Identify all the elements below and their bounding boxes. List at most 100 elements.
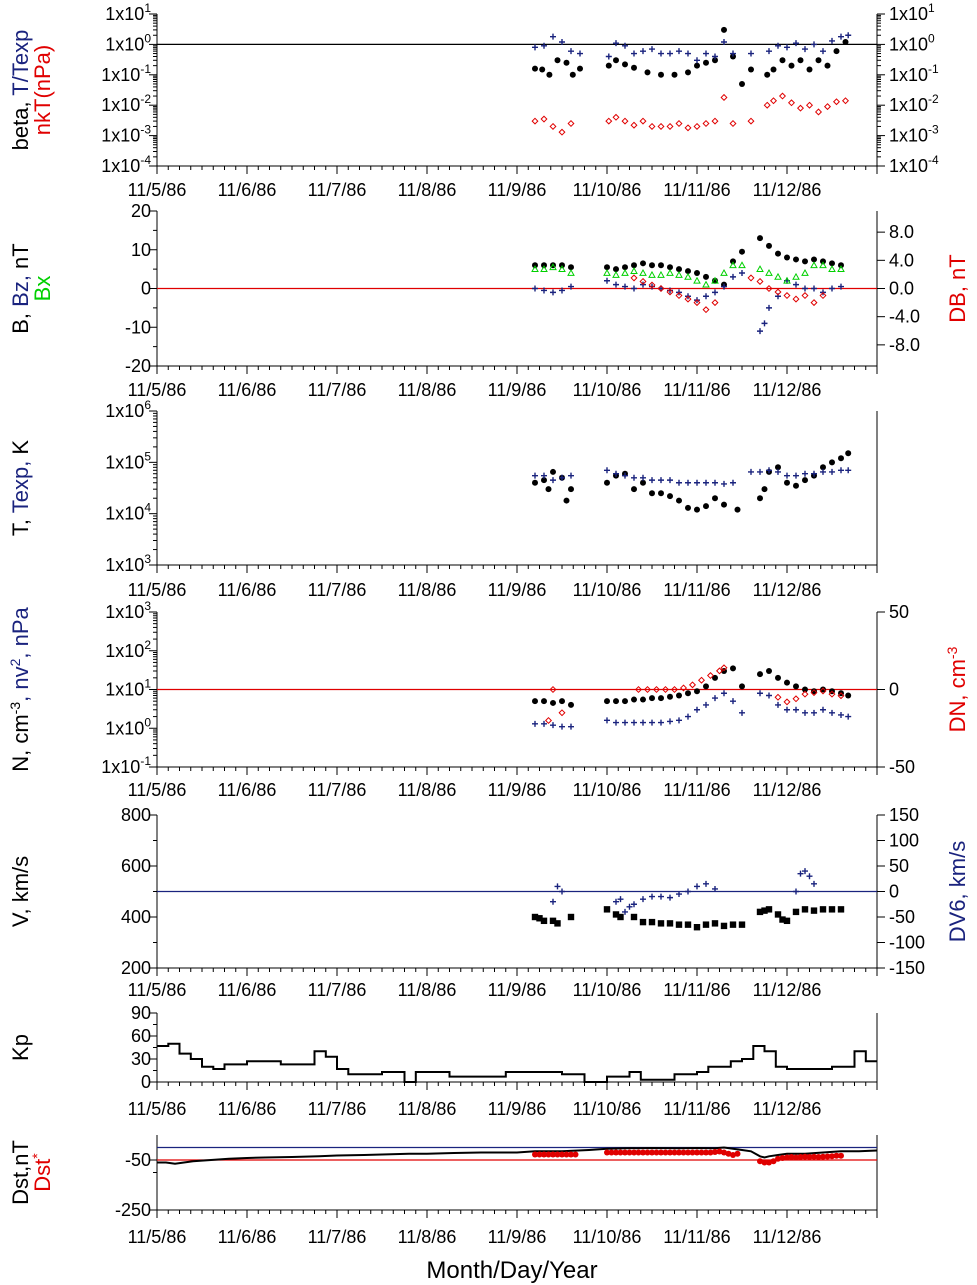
data-point	[784, 679, 790, 686]
data-point	[622, 264, 628, 271]
data-point	[819, 292, 827, 300]
data-point	[712, 53, 718, 60]
data-point	[797, 1154, 804, 1160]
data-point	[554, 920, 561, 927]
data-point	[572, 1151, 579, 1158]
series-red	[630, 274, 827, 314]
y2-tick-label: -50	[889, 757, 915, 777]
data-point	[828, 906, 836, 913]
data-point	[563, 1151, 570, 1158]
data-point	[712, 57, 718, 64]
data-point	[540, 917, 548, 925]
data-point	[554, 57, 561, 64]
data-point	[568, 283, 574, 290]
data-point	[725, 1150, 732, 1157]
data-point	[703, 701, 709, 708]
data-point	[559, 287, 565, 294]
data-point	[541, 698, 547, 705]
data-point	[833, 48, 840, 55]
data-point	[802, 709, 808, 716]
data-point	[766, 304, 772, 311]
data-point	[783, 917, 791, 925]
data-point	[806, 66, 813, 73]
x-tick-label: 11/11/86	[663, 580, 730, 600]
data-point	[640, 696, 646, 703]
data-point	[712, 479, 718, 486]
data-point	[549, 122, 557, 130]
data-point	[774, 272, 782, 280]
data-point	[811, 256, 817, 263]
y2-tick-label: 0	[889, 882, 899, 902]
data-point	[793, 1154, 799, 1161]
data-point	[603, 906, 611, 913]
data-point	[775, 250, 781, 257]
data-point	[703, 59, 709, 66]
data-point	[702, 921, 710, 928]
data-point	[545, 1151, 552, 1158]
data-point	[608, 1149, 615, 1156]
data-point	[550, 468, 556, 475]
data-point	[536, 915, 543, 922]
data-point	[838, 711, 844, 718]
data-point	[676, 48, 682, 55]
y-tick-label: 60	[131, 1026, 151, 1046]
data-point	[577, 65, 583, 72]
data-point	[658, 71, 664, 78]
panels: 11/5/86 11/6/86 11/7/86 11/8/86 11/9/86 11/10…	[7, 1, 970, 1247]
data-point	[685, 50, 691, 57]
data-point	[829, 709, 835, 716]
data-point	[829, 37, 835, 44]
data-point	[774, 693, 782, 701]
data-point	[721, 690, 727, 697]
data-point	[766, 242, 772, 249]
data-point	[757, 690, 763, 697]
y-tick-label: 1x10-2	[101, 92, 151, 115]
data-point	[766, 467, 772, 474]
data-point	[550, 898, 556, 905]
data-point	[634, 685, 643, 694]
data-point	[702, 280, 710, 288]
data-point	[721, 38, 727, 45]
y2-tick-label: 4.0	[889, 250, 914, 270]
data-point	[811, 285, 817, 292]
data-point	[796, 104, 805, 112]
data-point	[568, 486, 574, 493]
data-point	[541, 287, 547, 294]
y2-tick-label: -8.0	[889, 335, 920, 355]
data-point	[532, 65, 538, 72]
data-point	[569, 71, 576, 78]
y2-tick-label: -100	[889, 933, 925, 953]
data-point	[631, 262, 637, 269]
series-black	[157, 1042, 877, 1083]
data-point	[763, 101, 771, 109]
y-axis-label-2: Bx	[30, 276, 55, 302]
data-point	[604, 479, 610, 486]
data-point	[649, 893, 655, 900]
data-point	[643, 685, 652, 694]
data-point	[640, 48, 646, 55]
data-point	[720, 93, 728, 101]
x-tick-label: 11/12/86	[753, 180, 822, 200]
series-red	[532, 1148, 844, 1166]
data-point	[698, 1149, 705, 1156]
data-point	[653, 1149, 660, 1156]
data-point	[811, 41, 817, 48]
x-tick-label: 11/6/86	[218, 980, 277, 1000]
data-point	[730, 698, 736, 705]
data-point	[667, 493, 673, 500]
data-point	[675, 292, 683, 300]
data-point	[559, 1151, 565, 1158]
x-tick-label: 11/11/86	[663, 780, 730, 800]
data-point	[697, 676, 706, 684]
data-point	[612, 113, 620, 121]
data-point	[775, 464, 781, 471]
data-point	[845, 713, 852, 720]
data-point	[734, 1150, 741, 1157]
x-tick-label: 11/11/86	[663, 1227, 730, 1247]
y-tick-label: 800	[121, 805, 151, 825]
data-point	[716, 1148, 723, 1155]
data-point	[815, 1154, 822, 1160]
data-point	[640, 719, 646, 726]
data-point	[559, 888, 565, 895]
data-point	[739, 683, 745, 690]
